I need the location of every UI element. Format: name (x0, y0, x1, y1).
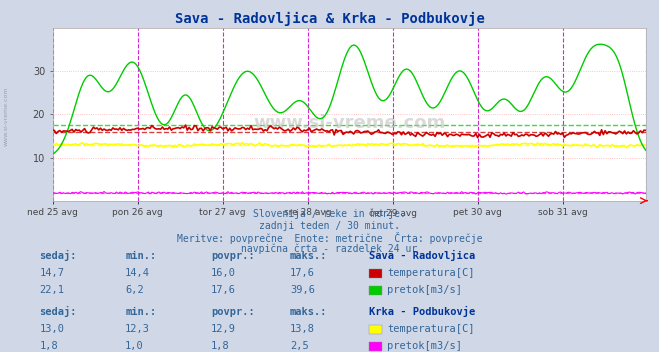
Text: 12,9: 12,9 (211, 324, 236, 334)
Text: 16,0: 16,0 (211, 268, 236, 278)
Text: www.si-vreme.com: www.si-vreme.com (253, 114, 445, 132)
Text: pretok[m3/s]: pretok[m3/s] (387, 284, 463, 295)
Text: maks.:: maks.: (290, 251, 328, 261)
Text: navpična črta - razdelek 24 ur: navpična črta - razdelek 24 ur (241, 243, 418, 254)
Text: Slovenija / reke in morje.: Slovenija / reke in morje. (253, 209, 406, 219)
Text: zadnji teden / 30 minut.: zadnji teden / 30 minut. (259, 221, 400, 231)
Text: 1,8: 1,8 (211, 341, 229, 351)
Text: min.:: min.: (125, 307, 156, 317)
Text: 2,5: 2,5 (290, 341, 308, 351)
Text: Sava - Radovljica & Krka - Podbukovje: Sava - Radovljica & Krka - Podbukovje (175, 12, 484, 26)
Text: 6,2: 6,2 (125, 284, 144, 295)
Text: min.:: min.: (125, 251, 156, 261)
Text: 12,3: 12,3 (125, 324, 150, 334)
Text: 1,8: 1,8 (40, 341, 58, 351)
Text: 17,6: 17,6 (211, 284, 236, 295)
Text: maks.:: maks.: (290, 307, 328, 317)
Text: 13,8: 13,8 (290, 324, 315, 334)
Text: 17,6: 17,6 (290, 268, 315, 278)
Text: povpr.:: povpr.: (211, 251, 254, 261)
Text: pretok[m3/s]: pretok[m3/s] (387, 341, 463, 351)
Text: Meritve: povprečne  Enote: metrične  Črta: povprečje: Meritve: povprečne Enote: metrične Črta:… (177, 232, 482, 244)
Text: www.si-vreme.com: www.si-vreme.com (3, 86, 9, 146)
Text: temperatura[C]: temperatura[C] (387, 268, 475, 278)
Text: povpr.:: povpr.: (211, 307, 254, 317)
Text: sedaj:: sedaj: (40, 250, 77, 261)
Text: 14,7: 14,7 (40, 268, 65, 278)
Text: 22,1: 22,1 (40, 284, 65, 295)
Text: sedaj:: sedaj: (40, 306, 77, 317)
Text: Krka - Podbukovje: Krka - Podbukovje (369, 306, 475, 317)
Text: 13,0: 13,0 (40, 324, 65, 334)
Text: temperatura[C]: temperatura[C] (387, 324, 475, 334)
Text: 14,4: 14,4 (125, 268, 150, 278)
Text: Sava - Radovljica: Sava - Radovljica (369, 250, 475, 261)
Text: 1,0: 1,0 (125, 341, 144, 351)
Text: 39,6: 39,6 (290, 284, 315, 295)
